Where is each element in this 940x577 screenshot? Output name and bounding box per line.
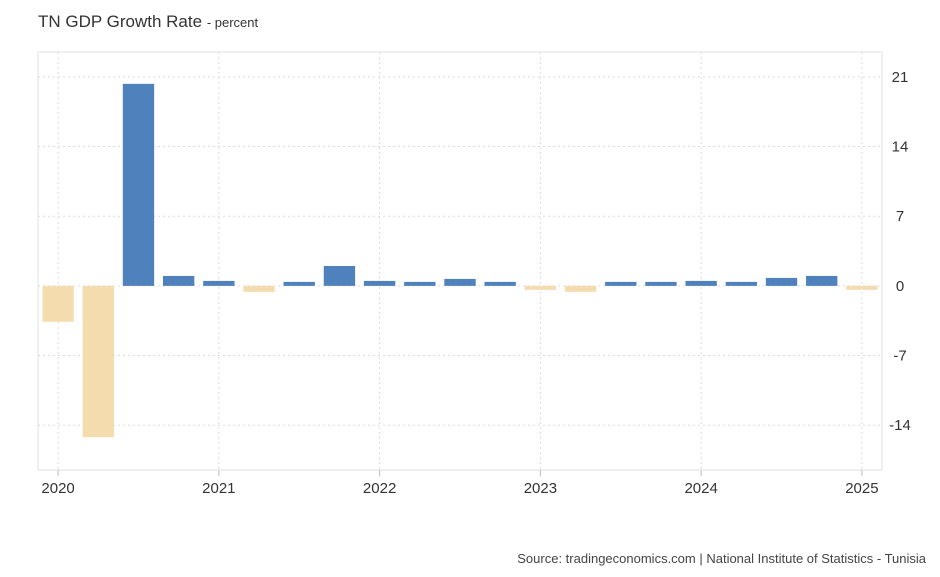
y-tick-label: 7 — [896, 208, 904, 225]
chart-subtitle: - percent — [206, 15, 259, 30]
y-tick-label: 21 — [892, 69, 909, 86]
x-tick-label: 2020 — [41, 480, 74, 497]
bar — [564, 285, 597, 292]
bar — [685, 280, 717, 286]
bar — [162, 275, 195, 286]
bar — [404, 281, 436, 286]
x-tick-label: 2021 — [202, 480, 235, 497]
chart-subtitle-text: percent — [214, 15, 259, 30]
bar — [806, 275, 838, 286]
bar — [725, 281, 758, 286]
bar — [524, 285, 557, 290]
x-tick-label: 2024 — [684, 480, 717, 497]
bar — [484, 281, 516, 286]
x-tick-label: 2023 — [524, 480, 557, 497]
bar — [846, 285, 878, 290]
chart-title: TN GDP Growth Rate - percent — [38, 12, 258, 32]
bar — [323, 265, 356, 286]
x-tick-label: 2022 — [363, 480, 396, 497]
bar — [444, 278, 476, 286]
bar — [765, 277, 798, 286]
y-tick-label: -7 — [893, 348, 906, 365]
x-tick-label: 2025 — [845, 480, 878, 497]
bar — [363, 280, 396, 286]
y-tick-label: -14 — [889, 417, 911, 434]
chart-source: Source: tradingeconomics.com | National … — [517, 551, 926, 566]
bar — [42, 285, 74, 322]
y-tick-label: 0 — [896, 278, 904, 295]
plot-frame — [37, 51, 883, 471]
bar — [122, 83, 155, 286]
bar — [243, 285, 275, 292]
bar — [203, 280, 235, 286]
bar — [283, 281, 315, 286]
bar — [645, 281, 677, 286]
bar — [82, 285, 114, 438]
bar — [605, 281, 637, 286]
y-tick-label: 14 — [892, 139, 909, 156]
chart-title-text: TN GDP Growth Rate — [38, 12, 203, 31]
gdp-bar-chart: 21 14 7 0 -7 -14 2020 2021 2022 2023 2024 2025 — [37, 51, 911, 497]
